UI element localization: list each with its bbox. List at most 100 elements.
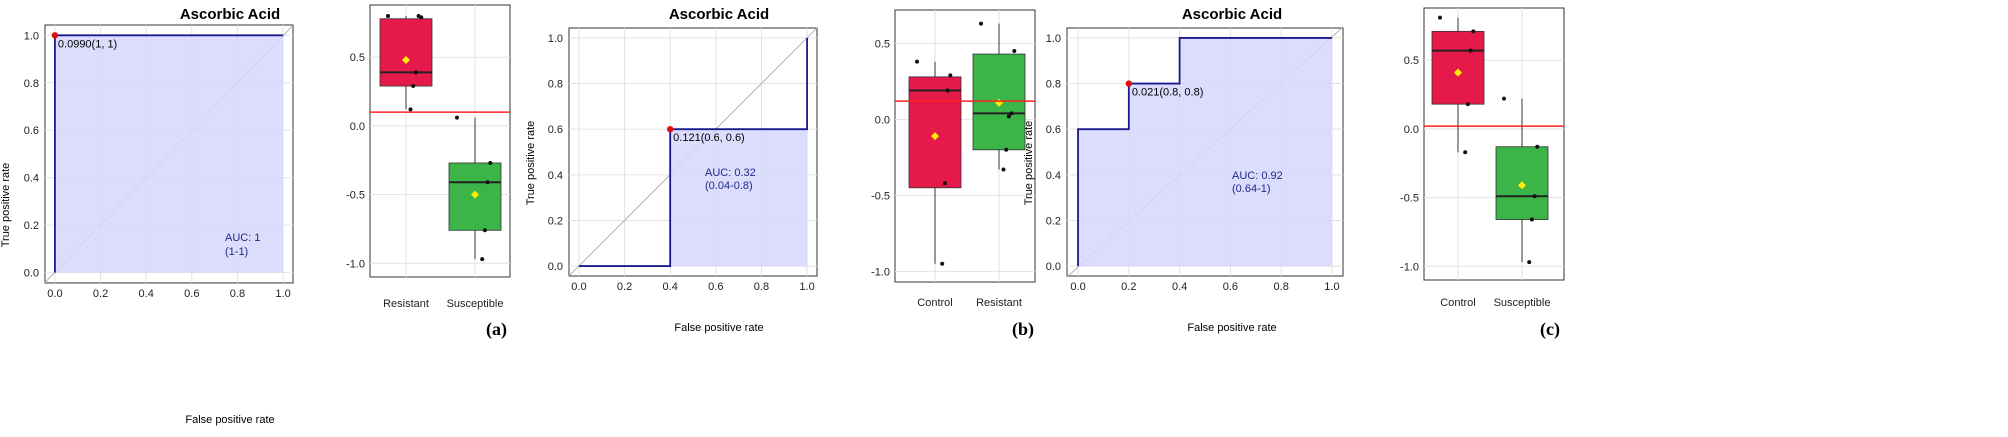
data-point (948, 73, 953, 78)
x-axis-label: False positive rate (1187, 322, 1276, 334)
x-tick-label: 0.6 (1223, 281, 1238, 293)
mean-marker (402, 55, 410, 64)
x-tick-label: 0.4 (663, 281, 678, 293)
data-point (485, 180, 490, 185)
y-tick-label: 0.0 (24, 268, 39, 280)
data-point (1001, 167, 1006, 172)
y-tick-label: 0.0 (875, 114, 890, 126)
y-tick-label: 0.8 (1046, 79, 1061, 91)
data-point (942, 181, 947, 186)
roc-title: Ascorbic Acid (669, 6, 769, 23)
y-tick-label: 0.2 (548, 215, 563, 227)
cutoff-point (51, 32, 59, 39)
x-axis-label: False positive rate (674, 322, 763, 334)
y-axis-label: True positive rate (0, 163, 12, 248)
x-tick-label: 0.2 (617, 281, 632, 293)
data-point (408, 107, 413, 112)
y-tick-label: -0.5 (1400, 193, 1419, 205)
auc-label: AUC: 1 (225, 232, 260, 244)
data-point (945, 88, 950, 93)
box-plot-c: -1.0 -0.5 0.0 0.5 Control Susceptible (1400, 7, 1565, 309)
box-plot-a: -1.0 -0.5 0.0 0.5 Resistant Susceptible (346, 4, 511, 310)
x-tick-label: 0.4 (139, 288, 154, 300)
y-tick-label: 0.6 (24, 125, 39, 137)
data-point (488, 160, 493, 165)
x-tick-label: 0.6 (708, 281, 723, 293)
data-point (979, 21, 983, 26)
data-point (1009, 111, 1014, 116)
y-tick-label: 1.0 (1046, 33, 1061, 45)
panel-label-a: (a) (486, 319, 507, 340)
x-tick-label: 0.0 (571, 281, 586, 293)
panel-label-c: (c) (1540, 319, 1560, 340)
data-point (1468, 48, 1473, 53)
x-tick-label: 0.8 (1274, 281, 1289, 293)
category-label-1: Control (917, 297, 952, 309)
data-point (1463, 150, 1468, 155)
box-iqr (1495, 146, 1549, 220)
x-tick-label: 0.8 (230, 288, 245, 300)
category-label-2: Susceptible (447, 298, 504, 310)
data-point (413, 70, 418, 75)
data-point (416, 13, 421, 18)
y-tick-label: 0.5 (350, 52, 365, 64)
data-point (455, 115, 459, 120)
data-point (1006, 114, 1011, 119)
mean-marker (931, 132, 939, 141)
x-tick-label: 1.0 (275, 288, 290, 300)
cutoff-point (666, 125, 674, 133)
data-point (480, 257, 485, 262)
x-tick-label: 0.8 (754, 281, 769, 293)
cutoff-point (1125, 80, 1133, 87)
data-point (1471, 29, 1476, 34)
y-tick-label: -0.5 (871, 190, 890, 202)
data-point (1465, 102, 1470, 107)
box-plot-b: -1.0 -0.5 0.0 0.5 Control Resistant (871, 9, 1036, 309)
auc-ci-label: (1-1) (225, 246, 248, 258)
roc-title: Ascorbic Acid (180, 6, 280, 23)
x-tick-label: 0.6 (184, 288, 199, 300)
y-tick-label: 1.0 (24, 30, 39, 42)
y-tick-label: 0.2 (1046, 215, 1061, 227)
y-tick-label: 0.5 (875, 38, 890, 50)
x-tick-label: 0.4 (1172, 281, 1187, 293)
y-tick-label: 0.4 (1046, 170, 1061, 182)
data-point (1529, 217, 1534, 222)
roc-title: Ascorbic Acid (1182, 6, 1282, 23)
y-tick-label: 0.8 (548, 79, 563, 91)
roc-area-fill (578, 37, 808, 267)
roc-plot-a: Ascorbic Acid 0.0 0.0 0.2 0.2 0.4 0.4 0.6 0.6 0.… (0, 6, 294, 426)
data-point (915, 59, 919, 64)
x-tick-label: 0.2 (93, 288, 108, 300)
cutoff-label: 0.0990(1, 1) (58, 38, 117, 50)
panel-c: Ascorbic Acid 0.0 0.0 0.2 0.2 0.4 0.4 0.6 0.6 0.… (1023, 6, 1565, 340)
y-tick-label: -0.5 (346, 190, 365, 202)
x-axis-label: False positive rate (185, 414, 274, 426)
panel-a: Ascorbic Acid 0.0 0.0 0.2 0.2 0.4 0.4 0.6 0.6 0.… (0, 4, 511, 426)
x-tick-label: 0.0 (47, 288, 62, 300)
category-label-1: Control (1440, 297, 1475, 309)
y-tick-label: 0.6 (548, 124, 563, 136)
data-point (1438, 15, 1442, 20)
category-label-1: Resistant (383, 298, 429, 310)
roc-area-fill (1078, 37, 1332, 267)
y-axis-label: True positive rate (525, 121, 537, 206)
y-tick-label: 0.0 (1046, 261, 1061, 273)
y-tick-label: 0.0 (350, 121, 365, 133)
box-iqr (1431, 30, 1485, 105)
box-iqr (379, 18, 433, 87)
data-point (386, 13, 390, 18)
roc-plot-b: Ascorbic Acid 0.0 0.0 0.2 0.2 0.4 0.4 0.6 0.6 0.… (525, 6, 818, 334)
x-tick-label: 1.0 (1324, 281, 1339, 293)
auc-label: AUC: 0.92 (1232, 170, 1283, 182)
y-tick-label: 0.5 (1404, 55, 1419, 67)
y-tick-label: 0.4 (548, 170, 563, 182)
x-tick-label: 0.2 (1121, 281, 1136, 293)
y-tick-label: 0.4 (24, 173, 39, 185)
data-point (1535, 144, 1540, 149)
data-point (1004, 147, 1009, 152)
mean-marker (1518, 181, 1526, 190)
y-tick-label: -1.0 (1400, 261, 1419, 273)
data-point (1532, 194, 1537, 199)
